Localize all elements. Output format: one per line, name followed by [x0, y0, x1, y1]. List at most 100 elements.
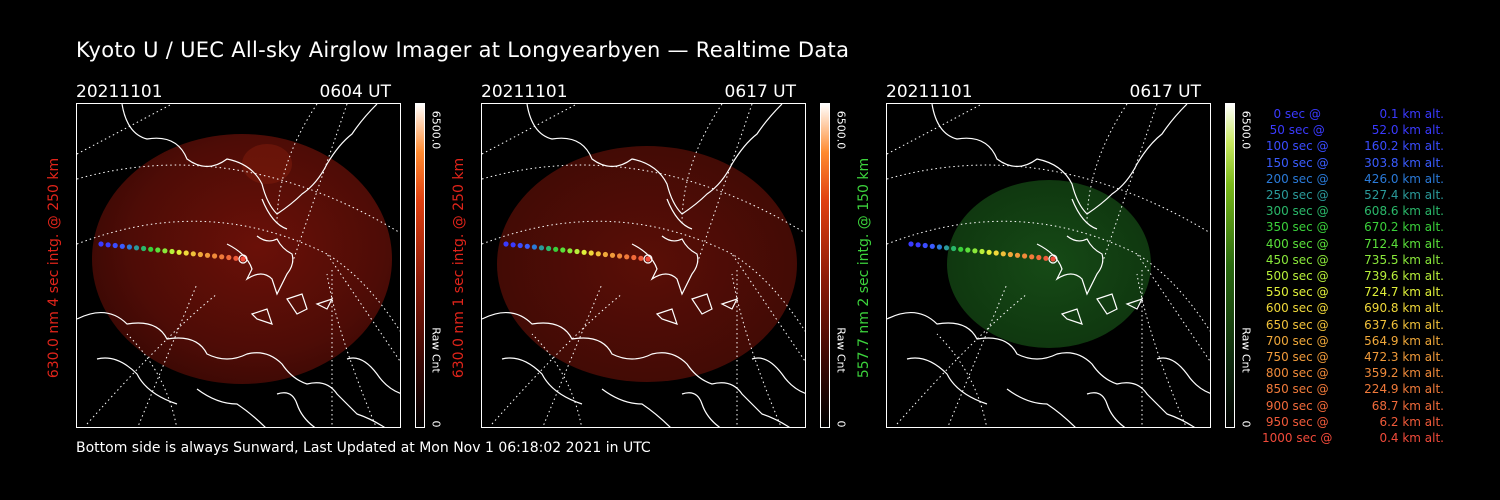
track-point: [631, 254, 637, 261]
track-point: [908, 241, 914, 247]
legend-row: 750 sec @ 472.3 km alt.: [1262, 349, 1444, 365]
legend-altitude: 359.2 km alt.: [1364, 366, 1444, 381]
colorbar-unit: Raw Cnt: [429, 327, 443, 373]
legend-row: 200 sec @ 426.0 km alt.: [1262, 171, 1444, 187]
legend-altitude: 426.0 km alt.: [1364, 171, 1444, 186]
airglow-image: [497, 146, 797, 382]
station-marker: [643, 254, 653, 264]
legend-row: 800 sec @ 359.2 km alt.: [1262, 365, 1444, 381]
page-title: Kyoto U / UEC All-sky Airglow Imager at …: [76, 38, 850, 62]
legend-time: 500 sec @: [1262, 269, 1329, 284]
track-point: [624, 254, 630, 260]
legend-row: 150 sec @ 303.8 km alt.: [1262, 155, 1444, 171]
track-point: [560, 247, 566, 253]
legend-time: 550 sec @: [1262, 285, 1329, 300]
lat-lon-grid: [77, 104, 400, 427]
satellite-track: [98, 241, 246, 262]
legend-altitude: 160.2 km alt.: [1364, 139, 1444, 154]
legend-time: 650 sec @: [1262, 317, 1329, 332]
legend-row: 950 sec @ 6.2 km alt.: [1262, 414, 1444, 430]
allsky-image-map: [886, 103, 1211, 428]
track-point: [986, 249, 992, 255]
legend-altitude: 0.1 km alt.: [1371, 107, 1444, 121]
legend-time: 800 sec @: [1262, 366, 1329, 381]
track-point: [936, 244, 942, 250]
track-point: [226, 254, 232, 261]
legend-altitude: 527.4 km alt.: [1364, 188, 1444, 203]
track-point: [588, 250, 594, 256]
panel-ylabel: 630.0 nm 1 sec intg. @ 250 km: [451, 157, 467, 379]
colorbar-min: 0: [1239, 420, 1253, 428]
legend-row: 450 sec @ 735.5 km alt.: [1262, 252, 1444, 268]
panel-date: 20211101: [76, 82, 163, 102]
allsky-image-map: [481, 103, 806, 428]
legend-row: 400 sec @ 712.4 km alt.: [1262, 236, 1444, 252]
legend-time: 450 sec @: [1262, 252, 1329, 267]
station-marker: [238, 254, 248, 264]
track-point: [553, 246, 559, 252]
track-point: [943, 245, 950, 251]
legend-time: 350 sec @: [1262, 220, 1329, 235]
satellite-track: [908, 241, 1056, 262]
legend-time: 400 sec @: [1262, 236, 1329, 251]
track-point: [183, 250, 189, 256]
legend-altitude: 68.7 km alt.: [1367, 398, 1444, 413]
legend-altitude: 224.9 km alt.: [1364, 382, 1444, 397]
legend-time: 700 sec @: [1262, 333, 1329, 348]
airglow-image: [947, 180, 1151, 348]
legend-row: 700 sec @ 564.9 km alt.: [1262, 333, 1444, 349]
panel-ylabel: 557.7 nm 2 sec intg. @ 150 km: [856, 157, 872, 379]
legend-altitude: 724.7 km alt.: [1364, 285, 1444, 300]
legend-time: 0 sec @: [1262, 107, 1321, 121]
legend-row: 500 sec @ 739.6 km alt.: [1262, 268, 1444, 284]
track-point: [148, 246, 154, 252]
track-point: [162, 248, 168, 254]
track-point: [176, 249, 182, 255]
track-point: [119, 243, 125, 249]
legend-time: 900 sec @: [1262, 398, 1329, 413]
legend-altitude: 52.0 km alt.: [1367, 123, 1444, 138]
legend-row: 1000 sec @ 0.4 km alt.: [1262, 430, 1444, 446]
legend-row: 0 sec @ 0.1 km alt.: [1262, 106, 1444, 122]
station-marker: [1048, 254, 1058, 264]
track-point: [98, 241, 104, 247]
panel-557-2sec: 20211101 0617 UT 557.7 nm 2 sec intg. @ …: [856, 80, 1253, 430]
track-point: [240, 256, 246, 262]
track-point: [133, 245, 140, 251]
track-point: [1029, 254, 1035, 260]
colorbar-unit: Raw Cnt: [1239, 327, 1253, 373]
colorbar-unit: Raw Cnt: [834, 327, 848, 373]
track-point: [197, 251, 203, 258]
legend-row: 50 sec @ 52.0 km alt.: [1262, 122, 1444, 138]
track-point: [212, 253, 218, 259]
legend-time: 600 sec @: [1262, 301, 1329, 316]
track-point: [1022, 253, 1028, 259]
legend-time: 50 sec @: [1262, 123, 1325, 138]
colorbar-min: 0: [429, 420, 443, 428]
legend-row: 100 sec @ 160.2 km alt.: [1262, 138, 1444, 154]
track-point: [965, 247, 971, 253]
legend-row: 350 sec @ 670.2 km alt.: [1262, 219, 1444, 235]
track-point: [972, 248, 978, 254]
track-point: [1014, 252, 1021, 258]
legend-time: 250 sec @: [1262, 188, 1329, 203]
track-point: [112, 242, 118, 249]
legend-altitude: 712.4 km alt.: [1364, 236, 1444, 251]
legend-time: 150 sec @: [1262, 155, 1329, 170]
legend-row: 600 sec @ 690.8 km alt.: [1262, 300, 1444, 316]
track-point: [609, 252, 616, 258]
colorbar-max: 6500.0: [1239, 110, 1253, 150]
track-point: [538, 245, 545, 251]
legend-altitude: 472.3 km alt.: [1364, 350, 1444, 365]
footer-note: Bottom side is always Sunward, Last Upda…: [76, 440, 651, 456]
colorbar: [1225, 103, 1235, 428]
track-point: [524, 243, 530, 249]
legend-row: 900 sec @ 68.7 km alt.: [1262, 398, 1444, 414]
track-point: [958, 246, 964, 252]
track-point: [915, 242, 921, 248]
legend-row: 300 sec @ 608.6 km alt.: [1262, 203, 1444, 219]
track-point: [219, 254, 225, 260]
legend-row: 650 sec @ 637.6 km alt.: [1262, 317, 1444, 333]
track-point: [503, 241, 509, 247]
legend-altitude: 735.5 km alt.: [1364, 252, 1444, 267]
